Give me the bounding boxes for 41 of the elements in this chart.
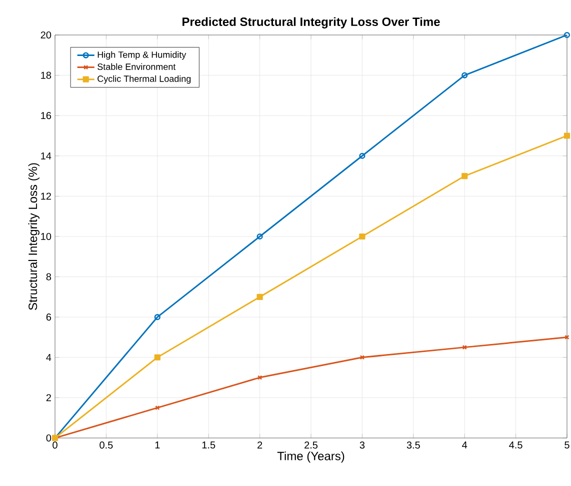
x-tick-label: 4.5	[509, 442, 522, 448]
y-tick-label: 20	[40, 31, 52, 39]
legend-label: Stable Environment	[98, 63, 176, 70]
y-tick-label: 16	[41, 112, 52, 120]
x-tick-label: 2.5	[304, 442, 318, 449]
x-tick-label: 0	[52, 442, 58, 449]
x-tick-label: 0.5	[100, 442, 113, 449]
x-axis-title: Time (Years)	[277, 451, 344, 463]
point	[462, 72, 468, 78]
y-tick-label: 18	[41, 72, 52, 79]
point	[154, 354, 160, 360]
y-tick-label: 0	[46, 434, 52, 442]
point	[359, 152, 366, 159]
x-tick-label: 3	[360, 442, 365, 449]
y-tick-label: 6	[46, 314, 52, 321]
y-tick-label: 2	[46, 394, 51, 402]
point	[154, 314, 160, 320]
y-tick-label: 12	[41, 192, 51, 200]
point	[257, 375, 262, 380]
y-tick-label: 4	[46, 354, 52, 361]
point	[359, 233, 366, 240]
point	[256, 233, 263, 240]
x-tick-label: 4	[462, 442, 468, 448]
point	[462, 344, 467, 350]
point	[360, 355, 365, 360]
x-tick-label: 1.5	[202, 442, 216, 448]
y-tick-label: 8	[46, 273, 52, 280]
y-tick-label: 14	[41, 152, 52, 160]
x-tick-label: 1	[155, 442, 160, 448]
y-tick-label: 10	[41, 232, 52, 240]
point	[256, 294, 263, 300]
legend-label: Cyclic Thermal Loading	[98, 75, 191, 84]
legend-label: High Temp & Humidity	[98, 51, 186, 60]
x-tick-label: 3.5	[406, 442, 420, 449]
x-tick-label: 2	[258, 442, 262, 448]
chart-title: Predicted Structural Integrity Loss Over Time	[182, 17, 440, 28]
x-tick-label: 5	[564, 442, 570, 448]
point	[155, 405, 160, 410]
y-axis-title: Structural Integrity Loss (%)	[28, 163, 40, 310]
point	[462, 172, 468, 180]
point	[564, 132, 570, 139]
